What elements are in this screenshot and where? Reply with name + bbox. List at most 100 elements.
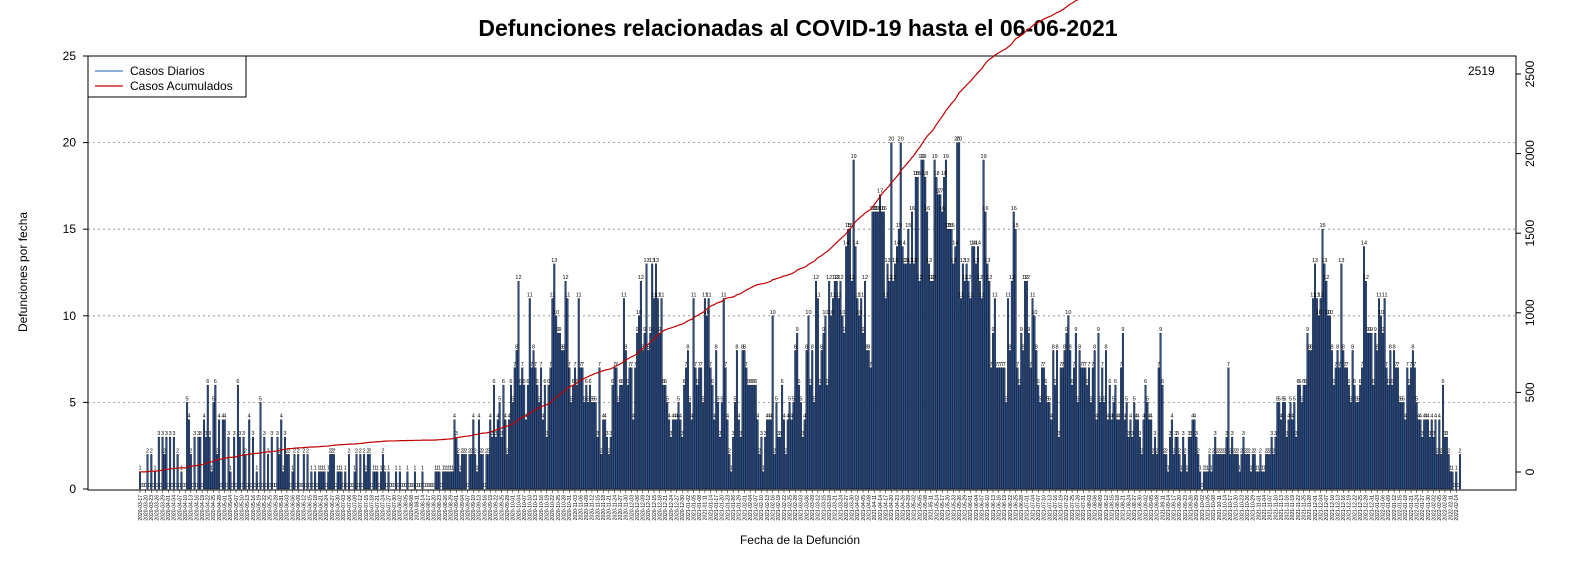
bar [1193,419,1196,490]
bar [1274,436,1277,490]
bar [926,211,929,490]
bar-value-label: 2 [1217,448,1220,454]
bar [973,246,976,490]
bar-value-label: 4 [767,414,770,420]
legend-daily-label: Casos Diarios [130,64,205,78]
bar [607,454,610,490]
bar [873,211,876,490]
bar-value-label: 8 [1056,344,1059,350]
x-tick-label: 2021-01-23 [725,495,731,521]
bar [500,436,503,490]
x-tick-label: 2021-02-16 [770,495,776,521]
bar [206,384,209,490]
bar-value-label: 0 [155,483,158,489]
bar [455,436,458,490]
bar-value-label: 0 [1457,483,1460,489]
bar [1020,332,1023,490]
x-tick-label: 2021-08-03 [1087,495,1093,521]
bar-value-label: 0 [308,483,311,489]
bar-value-label: 9 [1121,327,1124,333]
y-left-tick-label: 10 [63,309,77,323]
bar-value-label: 15 [905,223,911,229]
bar-value-label: 10 [822,310,828,316]
bar-value-label: 1 [1206,466,1209,472]
bar [212,402,215,490]
bar [651,263,654,490]
bar [826,384,829,490]
bar [809,384,812,490]
x-tick-label: 2020-12-24 [669,495,675,521]
bar [628,367,631,490]
bar-value-label: 3 [669,431,672,437]
x-tick-label: 2021-12-28 [1364,495,1370,521]
bar-value-label: 16 [869,206,875,212]
bar [1295,436,1298,490]
bar-value-label: 1 [459,466,462,472]
bar-value-label: 0 [396,483,399,489]
bar [1059,367,1062,490]
bar [1272,454,1275,490]
bar-value-label: 4 [1423,414,1426,420]
bar [769,419,772,490]
bar-value-label: 16 [982,206,988,212]
bar [705,315,708,490]
bar-value-label: 1 [374,466,377,472]
bar [1355,402,1358,490]
bar-value-label: 11 [550,292,556,298]
bar [722,298,725,490]
x-tick-label: 2021-06-01 [968,495,974,521]
bar [444,471,447,490]
bar [909,263,912,490]
bar-value-label: 0 [167,483,170,489]
x-tick-label: 2021-10-14 [1222,495,1228,521]
bar-value-label: 4 [1419,414,1422,420]
bar-value-label: 5 [813,396,816,402]
bar-value-label: 7 [1413,362,1416,368]
bar [1103,402,1106,490]
x-tick-label: 2021-06-07 [980,495,986,521]
bar [822,332,825,490]
bar-value-label: 7 [1003,362,1006,368]
bar-value-label: 5 [1349,396,1352,402]
x-tick-label: 2021-09-23 [1183,495,1189,521]
bar [903,263,906,490]
x-tick-label: 2020-09-22 [494,495,500,521]
bar-value-label: 4 [1106,414,1109,420]
bar [1174,436,1177,490]
bar-value-label: 7 [995,362,998,368]
bar [922,159,925,490]
bar [270,436,273,490]
bar [355,454,358,490]
bar-value-label: 2 [479,448,482,454]
x-tick-label: 2021-09-08 [1155,495,1161,521]
bar-value-label: 5 [1112,396,1115,402]
bar [931,280,934,490]
x-tick-label: 2021-12-25 [1358,495,1364,521]
bar-value-label: 9 [643,327,646,333]
bar-value-label: 13 [964,258,970,264]
bar-value-label: 3 [1153,431,1156,437]
bar-value-label: 12 [886,275,892,281]
bar-value-label: 1 [338,466,341,472]
bar [1455,471,1458,490]
x-tick-label: 2021-06-04 [974,495,980,521]
bar [969,298,972,490]
x-tick-label: 2020-03-26 [155,495,161,521]
bar-value-label: 7 [1082,362,1085,368]
bar-value-label: 2 [1212,448,1215,454]
bar-value-label: 3 [1057,431,1060,437]
bar [700,367,703,490]
bar [523,384,526,490]
x-tick-label: 2021-03-06 [804,495,810,521]
bar-value-label: 6 [547,379,550,385]
bar-value-label: 4 [218,414,221,420]
bar [1398,402,1401,490]
bar [436,471,439,490]
bar [189,454,192,490]
bar-value-label: 4 [756,414,759,420]
bar-value-label: 6 [683,379,686,385]
bar [1319,298,1322,490]
bar-labels: 1000202010303230303020100542030330436315… [138,137,1461,489]
bar [645,263,648,490]
bar-value-label: 3 [270,431,273,437]
